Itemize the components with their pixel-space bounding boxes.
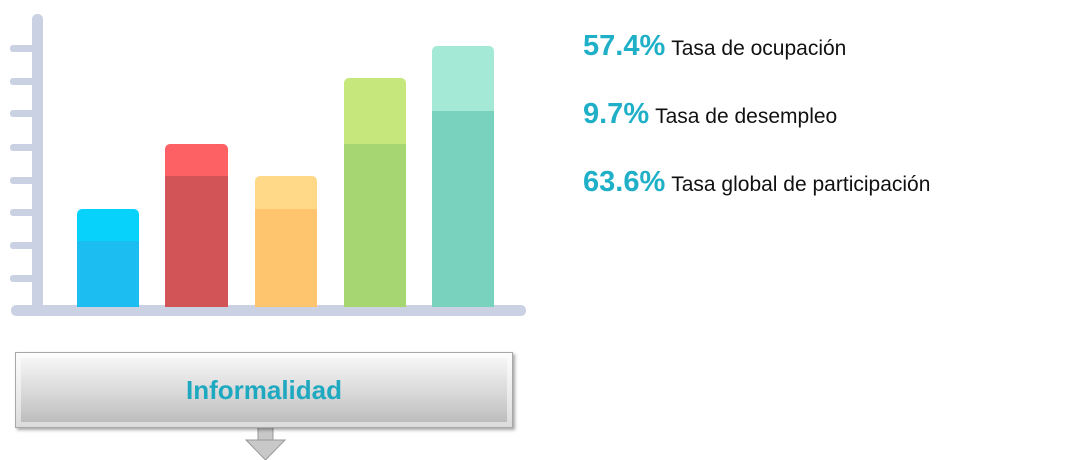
stat-label: Tasa global de participación: [671, 173, 930, 197]
stat-value: 57.4%: [583, 30, 665, 63]
stat-label: Tasa de ocupación: [671, 37, 846, 61]
button-label: Informalidad: [186, 375, 342, 406]
stat-label: Tasa de desempleo: [655, 105, 837, 129]
stat: 63.6%Tasa global de participación: [583, 166, 930, 199]
page: 57.4%Tasa de ocupación 9.7%Tasa de desem…: [0, 0, 1069, 460]
stat-value: 9.7%: [583, 98, 649, 131]
down-arrow: [246, 425, 285, 460]
stat: 9.7%Tasa de desempleo: [583, 98, 837, 131]
stat-value: 63.6%: [583, 166, 665, 199]
informalidad-button[interactable]: Informalidad: [15, 352, 513, 428]
stat: 57.4%Tasa de ocupación: [583, 30, 846, 63]
bars: [77, 46, 494, 307]
